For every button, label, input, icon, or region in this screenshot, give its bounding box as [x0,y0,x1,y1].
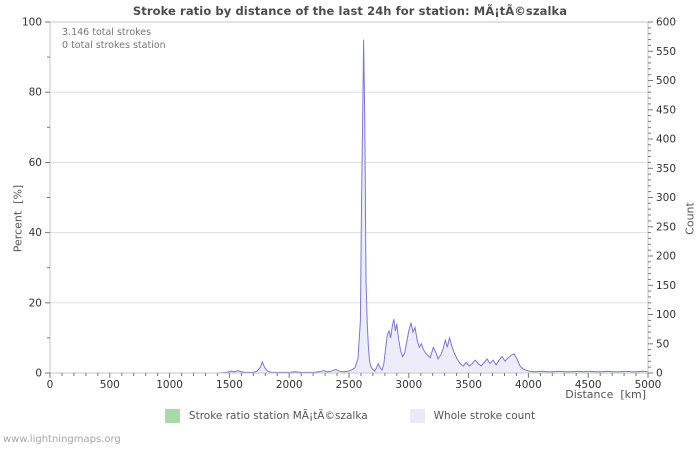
svg-text:250: 250 [656,221,676,233]
svg-text:50: 50 [656,338,669,350]
svg-text:600: 600 [656,17,676,29]
svg-text:80: 80 [29,87,42,99]
svg-text:3500: 3500 [455,379,482,391]
x-axis-title: Distance [km] [565,388,646,401]
legend-label-station-ratio: Stroke ratio station MÃ¡tÃ©szalka [188,410,368,422]
annotation-total-strokes: 3.146 total strokes [62,27,152,38]
svg-text:3000: 3000 [395,379,422,391]
svg-text:200: 200 [656,251,676,263]
svg-text:2000: 2000 [276,379,303,391]
legend-item-whole-stroke-count: Whole stroke count [409,409,536,423]
svg-text:0: 0 [656,368,663,380]
svg-text:400: 400 [656,134,676,146]
svg-text:500: 500 [100,379,120,391]
svg-text:300: 300 [656,192,676,204]
svg-text:4000: 4000 [515,379,542,391]
left-axis-title: Percent [%] [11,184,25,253]
legend: Stroke ratio station MÃ¡tÃ©szalka Whole … [0,409,700,423]
legend-item-station-ratio: Stroke ratio station MÃ¡tÃ©szalka [164,409,368,423]
svg-text:450: 450 [656,104,676,116]
site-link[interactable]: www.lightningmaps.org [3,434,121,445]
legend-swatch-station-ratio [164,409,180,423]
svg-text:20: 20 [29,297,42,309]
svg-text:2500: 2500 [336,379,363,391]
right-axis-title: Count [683,202,697,235]
svg-text:40: 40 [29,227,42,239]
legend-swatch-whole-stroke-count [409,409,425,423]
svg-text:1000: 1000 [156,379,183,391]
svg-text:60: 60 [29,157,42,169]
svg-text:0: 0 [35,368,42,380]
svg-text:150: 150 [656,280,676,292]
svg-text:4500: 4500 [575,379,602,391]
svg-text:5000: 5000 [635,379,662,391]
chart-title: Stroke ratio by distance of the last 24h… [132,4,568,18]
svg-text:100: 100 [656,309,676,321]
svg-text:100: 100 [22,17,42,29]
svg-text:0: 0 [47,379,54,391]
legend-label-whole-stroke-count: Whole stroke count [433,410,536,422]
svg-text:1500: 1500 [216,379,243,391]
svg-text:350: 350 [656,163,676,175]
svg-text:500: 500 [656,75,676,87]
annotation-station-strokes: 0 total strokes station [62,40,166,51]
svg-text:550: 550 [656,46,676,58]
